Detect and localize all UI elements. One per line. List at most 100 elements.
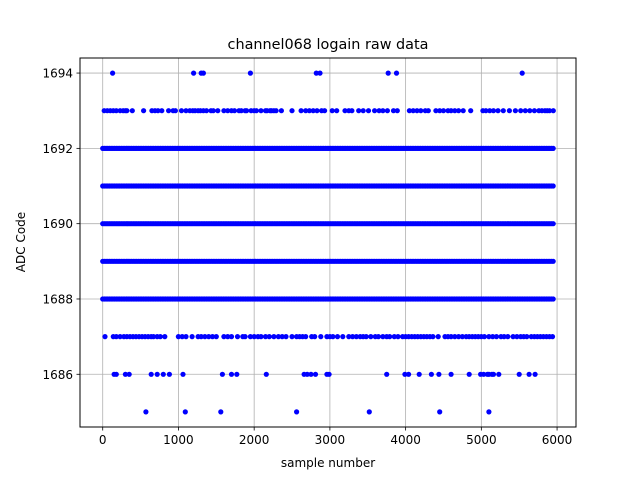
data-point — [456, 334, 462, 340]
data-point — [122, 371, 128, 377]
data-point — [433, 108, 439, 114]
data-point — [550, 221, 556, 227]
data-point — [247, 334, 253, 340]
data-point — [308, 371, 314, 377]
y-axis-ticks: 1686 1688 1690 1692 1694 — [42, 67, 80, 382]
data-point — [440, 108, 447, 114]
data-point — [162, 334, 168, 340]
data-point — [460, 108, 466, 114]
data-point — [448, 371, 454, 377]
data-point — [468, 108, 474, 114]
data-point — [496, 371, 502, 377]
data-point — [234, 371, 240, 377]
y-axis-label: ADC Code — [14, 212, 28, 272]
data-point — [225, 334, 231, 340]
data-point — [242, 334, 248, 340]
data-point — [334, 108, 340, 114]
data-point — [466, 371, 472, 377]
x-tick-label: 5000 — [466, 433, 497, 447]
data-point — [141, 108, 147, 114]
data-point — [512, 108, 519, 114]
data-point — [402, 371, 408, 377]
data-point — [376, 108, 382, 114]
data-point — [372, 108, 378, 114]
data-point — [117, 334, 123, 340]
x-axis-ticks: 0 1000 2000 3000 4000 5000 6000 — [99, 427, 572, 447]
data-point — [143, 409, 149, 415]
data-point — [247, 70, 253, 76]
data-point — [452, 334, 458, 340]
data-point — [510, 334, 516, 340]
y-tick-label: 1690 — [42, 217, 73, 231]
data-point — [306, 108, 312, 114]
x-axis-label: sample number — [281, 456, 375, 470]
data-point — [418, 108, 424, 114]
data-point — [213, 334, 219, 340]
data-point — [298, 108, 304, 114]
data-point — [493, 334, 500, 340]
data-point — [549, 334, 556, 340]
data-point — [550, 258, 556, 264]
data-point — [314, 108, 320, 114]
data-point — [365, 108, 372, 114]
data-point — [148, 371, 154, 377]
data-point — [414, 108, 420, 114]
data-point — [203, 108, 210, 114]
data-point — [175, 334, 181, 340]
data-point — [448, 108, 454, 114]
data-point — [129, 108, 135, 114]
data-point — [387, 334, 393, 340]
data-point — [459, 334, 465, 340]
data-point — [294, 409, 300, 415]
data-point — [271, 334, 277, 340]
data-point — [283, 334, 289, 340]
data-point — [416, 371, 422, 377]
data-point — [234, 334, 241, 340]
y-tick-label: 1692 — [42, 142, 73, 156]
data-point — [262, 334, 269, 340]
data-point — [406, 108, 412, 114]
data-point — [273, 108, 279, 114]
data-point — [183, 334, 189, 340]
data-point — [124, 108, 130, 114]
data-point — [456, 108, 462, 114]
data-point — [221, 108, 227, 114]
data-point — [448, 334, 454, 340]
data-point — [356, 108, 362, 114]
data-point — [481, 334, 487, 340]
data-point — [410, 108, 416, 114]
data-point — [318, 334, 324, 340]
data-point — [368, 334, 374, 340]
data-point — [526, 371, 532, 377]
data-point — [166, 108, 172, 114]
data-point — [329, 108, 335, 114]
data-point — [375, 334, 381, 340]
data-point — [326, 371, 332, 377]
data-point — [172, 108, 178, 114]
data-point — [435, 334, 441, 340]
data-point — [278, 108, 284, 114]
data-point — [178, 108, 185, 114]
data-point — [303, 334, 309, 340]
data-point — [366, 409, 372, 415]
data-point — [189, 334, 195, 340]
data-point — [495, 108, 501, 114]
y-tick-label: 1686 — [42, 368, 73, 382]
data-point — [228, 334, 235, 340]
data-point — [394, 108, 400, 114]
data-point — [550, 108, 556, 114]
data-point — [436, 371, 442, 377]
x-tick-label: 0 — [99, 433, 107, 447]
data-point — [231, 108, 238, 114]
y-tick-label: 1694 — [42, 67, 73, 81]
data-point — [380, 108, 386, 114]
data-point — [183, 108, 189, 114]
data-point — [486, 334, 492, 340]
data-point — [150, 334, 157, 340]
data-point — [505, 334, 511, 340]
data-point — [425, 108, 431, 114]
data-point — [483, 108, 489, 114]
data-point — [219, 371, 225, 377]
data-point — [200, 70, 206, 76]
data-point — [481, 371, 487, 377]
